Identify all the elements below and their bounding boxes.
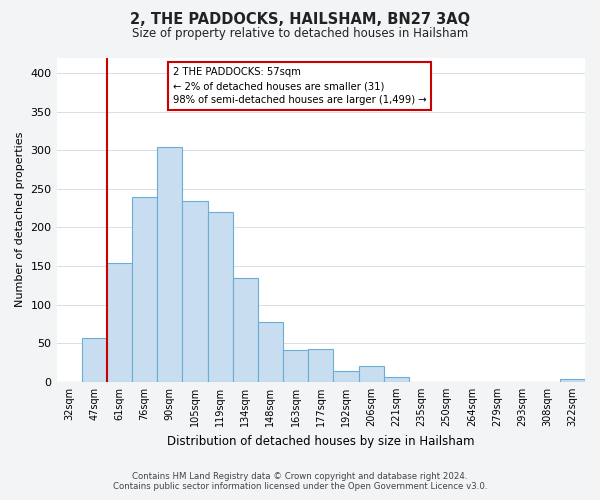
Bar bbox=[82, 338, 107, 382]
Bar bbox=[233, 278, 258, 382]
Text: 2 THE PADDOCKS: 57sqm
← 2% of detached houses are smaller (31)
98% of semi-detac: 2 THE PADDOCKS: 57sqm ← 2% of detached h… bbox=[173, 67, 427, 105]
Bar bbox=[208, 212, 233, 382]
Bar bbox=[383, 378, 409, 382]
X-axis label: Distribution of detached houses by size in Hailsham: Distribution of detached houses by size … bbox=[167, 434, 475, 448]
Bar bbox=[283, 350, 308, 382]
Bar bbox=[182, 201, 208, 382]
Bar bbox=[359, 366, 383, 382]
Bar bbox=[132, 198, 157, 382]
Bar bbox=[258, 322, 283, 382]
Text: Size of property relative to detached houses in Hailsham: Size of property relative to detached ho… bbox=[132, 28, 468, 40]
Text: Contains HM Land Registry data © Crown copyright and database right 2024.
Contai: Contains HM Land Registry data © Crown c… bbox=[113, 472, 487, 491]
Y-axis label: Number of detached properties: Number of detached properties bbox=[15, 132, 25, 308]
Bar bbox=[560, 379, 585, 382]
Bar bbox=[334, 371, 359, 382]
Bar bbox=[308, 350, 334, 382]
Bar bbox=[157, 147, 182, 382]
Text: 2, THE PADDOCKS, HAILSHAM, BN27 3AQ: 2, THE PADDOCKS, HAILSHAM, BN27 3AQ bbox=[130, 12, 470, 28]
Bar bbox=[107, 263, 132, 382]
